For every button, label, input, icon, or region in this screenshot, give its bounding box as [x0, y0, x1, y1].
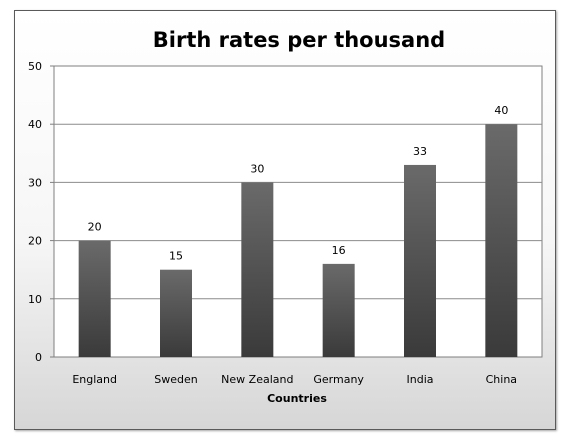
x-tick-label: Sweden [154, 373, 197, 386]
y-tick-label: 0 [35, 351, 42, 364]
data-label: 40 [494, 104, 508, 117]
x-tick-label: Germany [313, 373, 364, 386]
bar-india [404, 164, 436, 357]
data-label: 16 [332, 244, 346, 257]
data-label: 15 [169, 250, 183, 263]
y-axis-ticks: 0 10 20 30 40 50 [28, 60, 54, 364]
data-label: 33 [413, 145, 427, 158]
x-tick-label: New Zealand [221, 373, 293, 386]
data-labels: 20 15 30 16 33 40 [88, 104, 509, 263]
data-label: 30 [250, 162, 264, 175]
y-tick-label: 30 [28, 176, 42, 189]
data-label: 20 [88, 221, 102, 234]
x-tick-label: China [486, 373, 517, 386]
x-axis-title: Countries [267, 392, 327, 405]
bar-england [78, 240, 111, 357]
chart-title: Birth rates per thousand [153, 28, 445, 52]
x-tick-label: India [407, 373, 434, 386]
y-tick-label: 20 [28, 235, 42, 248]
bar-new-zealand [241, 182, 274, 357]
bars [78, 124, 518, 357]
x-tick-label: England [72, 373, 117, 386]
y-tick-label: 40 [28, 118, 42, 131]
plot-area [53, 65, 543, 358]
bar-china [485, 124, 518, 357]
gridlines [54, 123, 542, 300]
bar-germany [322, 263, 355, 357]
y-tick-label: 50 [28, 60, 42, 73]
y-tick-label: 10 [28, 293, 42, 306]
x-axis-ticks: England Sweden New Zealand Germany India Chin… [72, 373, 517, 386]
bar-sweden [160, 269, 192, 357]
